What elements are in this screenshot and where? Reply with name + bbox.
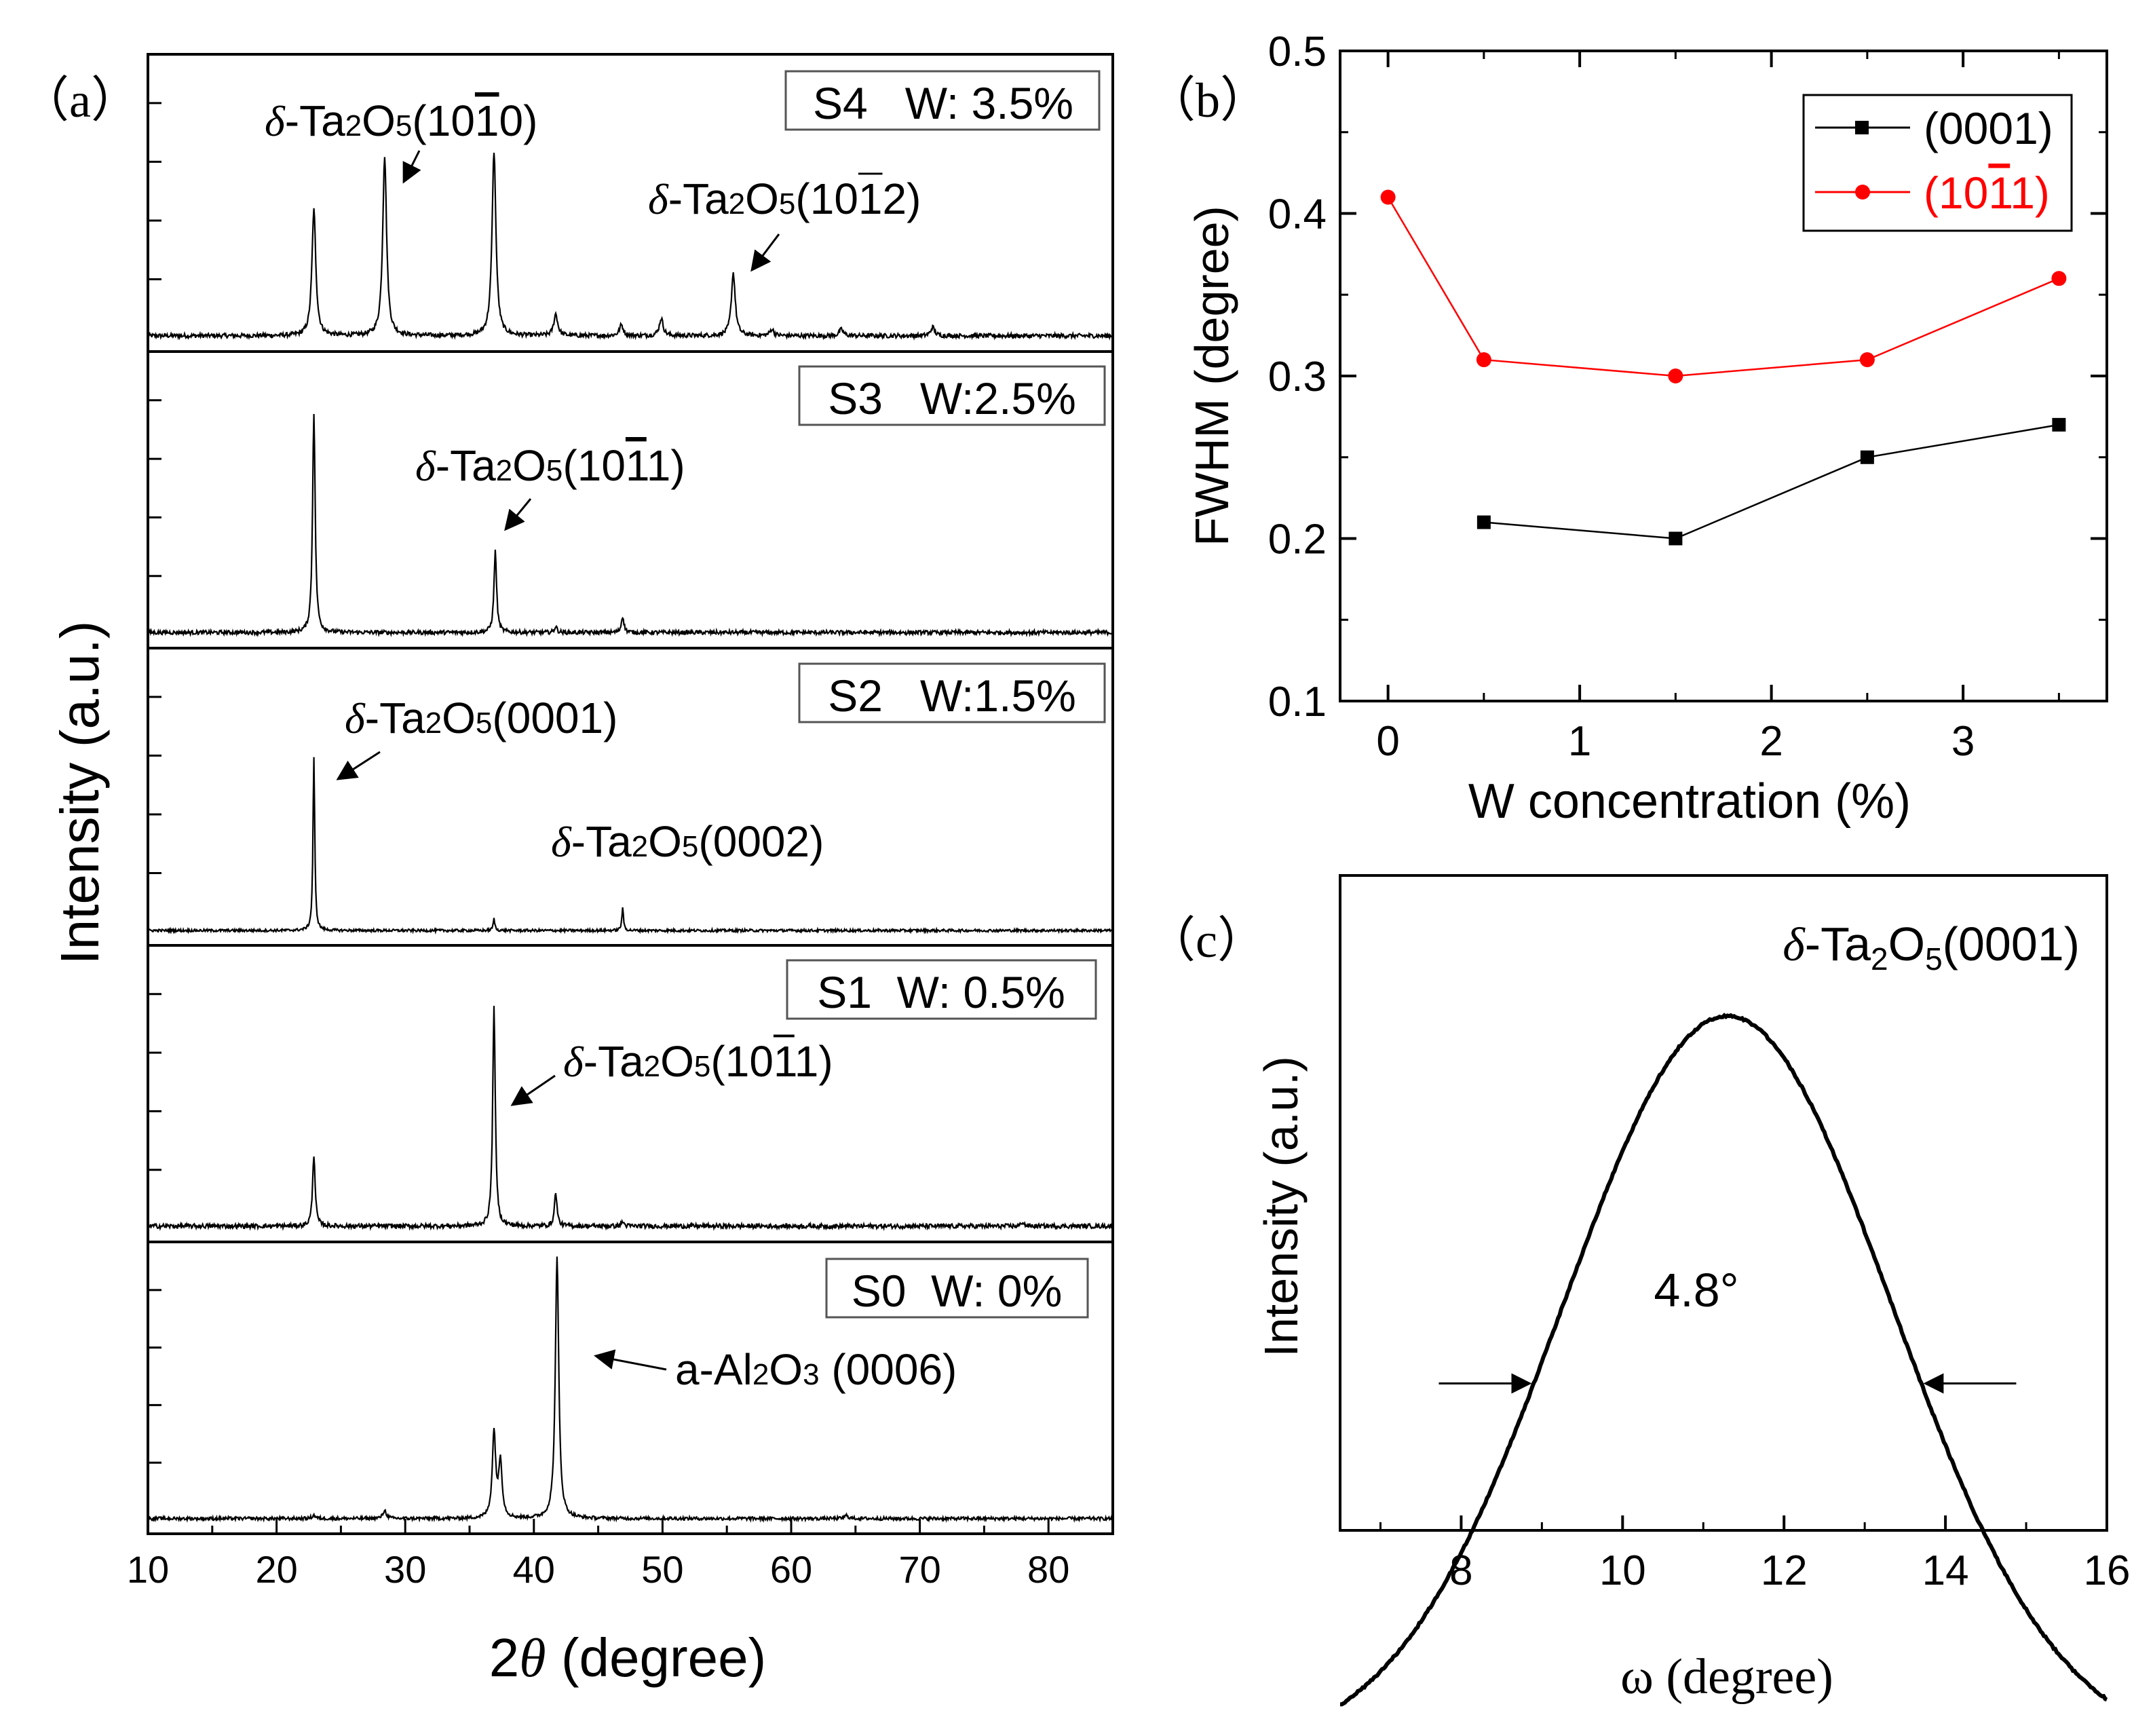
panel-a-label: （a） [20, 73, 140, 128]
panel-a-traces [147, 153, 1114, 1523]
legend-s4: S4 W: 3.5% [813, 78, 1073, 128]
panel-c-x-axis-label: ω (degree) [1620, 1649, 1833, 1705]
x-tick-label: 40 [513, 1548, 555, 1591]
panel-a-xrd-chart: （a） 10 20 30 40 50 60 70 80 S4 W: 3.5% S3 W:2.5… [20, 53, 1114, 1688]
legend-label-0001: (0001) [1924, 103, 2053, 153]
y-tick-label: 0.4 [1268, 191, 1327, 238]
legend-s3: S3 W:2.5% [828, 373, 1076, 423]
annotation-s3-1011: δ-Ta2O5(1011) [415, 441, 685, 531]
annotation-label: δ-Ta2O5(1010) [265, 96, 537, 145]
panel-c-frame [1339, 874, 2108, 1532]
panel-b-label: （b） [1147, 73, 1269, 128]
x-tick-label: 80 [1027, 1548, 1069, 1591]
panel-b-ticks: 0.1 0.2 0.3 0.4 0.5 0 1 2 3 [1268, 29, 2107, 765]
x-tick-label: 2 [1759, 718, 1783, 765]
x-tick-label: 0 [1376, 718, 1399, 765]
panel-a-x-ticks: 10 20 30 40 50 60 70 80 [127, 1519, 1114, 1591]
annotation-s2-0002: δ-Ta2O5(0002) [551, 817, 824, 866]
x-tick-label: 70 [898, 1548, 940, 1591]
legend-label-1011: (1011) [1924, 168, 2050, 218]
x-tick-label: 1 [1568, 718, 1591, 765]
data-point-1011 [1380, 189, 1396, 205]
data-point-1011 [1476, 352, 1491, 368]
x-tick-label: 50 [641, 1548, 683, 1591]
legend-box-s3: S3 W:2.5% [798, 365, 1106, 426]
x-tick-label: 10 [1599, 1547, 1646, 1594]
panel-a-frames [147, 53, 1114, 1535]
panel-c-label: （c） [1147, 913, 1266, 968]
panel-c-rocking-curve: （c） 8 10 12 14 16 4.8° δ-Ta2O5(0001) Intensi… [1147, 874, 2131, 1707]
y-tick-label: 0.2 [1268, 516, 1327, 563]
data-point-0001 [1860, 450, 1874, 464]
data-point-1011 [1668, 369, 1683, 383]
trace-s1 [147, 1006, 1114, 1232]
x-tick-label: 14 [1922, 1547, 1969, 1594]
x-tick-label: 20 [255, 1548, 297, 1591]
y-tick-label: 0.5 [1268, 29, 1327, 75]
annotation-label: a-Al2O3 (0006) [675, 1345, 957, 1394]
legend-box-s4: S4 W: 3.5% [784, 70, 1101, 131]
panel-a-x-axis-label: 2θ (degree) [489, 1627, 766, 1688]
panel-b-x-axis-label: W concentration (%) [1468, 774, 1911, 829]
trace-s3 [147, 413, 1113, 638]
legend-s2: S2 W:1.5% [828, 671, 1076, 721]
annotation-s1-1011: δ-Ta2O5(1011) [510, 1037, 833, 1106]
data-point-1011 [1859, 352, 1875, 368]
annotation-s0-al2o3: a-Al2O3 (0006) [594, 1345, 957, 1394]
legend-box-s2: S2 W:1.5% [798, 662, 1106, 723]
data-point-0001 [1476, 515, 1491, 529]
panel-c-y-axis-label: Intensity (a.u.) [1255, 1056, 1308, 1357]
panel-a-y-axis-label: Intensity (a.u.) [50, 621, 110, 965]
legend-box-s1: S1 W: 0.5% [786, 959, 1097, 1020]
legend-marker-0001 [1855, 121, 1869, 134]
panel-frame-s0 [147, 1241, 1114, 1535]
x-tick-label: 12 [1761, 1547, 1808, 1594]
data-point-1011 [2051, 271, 2067, 286]
data-point-0001 [1669, 531, 1683, 546]
legend-s0: S0 W: 0% [852, 1266, 1063, 1316]
annotation-arrow [504, 498, 532, 531]
annotation-arrow [510, 1074, 556, 1106]
panel-b-series [1380, 189, 2067, 546]
annotation-s4-1010: δ-Ta2O5(1010) [265, 96, 537, 184]
annotation-s4-1012: δ-Ta2O5(1012) [648, 174, 921, 272]
series-line-0 [1483, 423, 2059, 540]
panel-b-y-axis-label: FWHM (degree) [1185, 206, 1238, 546]
panel-c-title: δ-Ta2O5(0001) [1783, 918, 2080, 977]
legend-s1: S1 W: 0.5% [817, 967, 1065, 1017]
trace-s2 [147, 757, 1113, 935]
legend-frame [1802, 94, 2073, 232]
annotation-label: δ-Ta2O5(0001) [345, 694, 617, 742]
annotation-arrow [336, 751, 381, 780]
data-point-0001 [2052, 417, 2066, 432]
legend-marker-1011 [1855, 185, 1870, 200]
annotation-arrow [750, 233, 780, 272]
y-tick-label: 0.3 [1268, 354, 1327, 400]
panel-b-legend: (0001) (1011) [1802, 94, 2073, 232]
annotation-label: δ-Ta2O5(0002) [551, 817, 824, 866]
x-tick-label: 60 [770, 1548, 812, 1591]
x-tick-label: 16 [2084, 1547, 2131, 1594]
panel-b-fwhm-chart: （b） 0.1 0.2 0.3 0.4 0.5 0 1 2 3 (0001) (1011) FW… [1147, 29, 2108, 829]
annotation-label: δ-Ta2O5(1012) [648, 174, 921, 223]
trace-s4 [147, 153, 1113, 341]
trace-s0 [147, 1256, 1113, 1523]
x-tick-label: 3 [1951, 718, 1975, 765]
annotation-arrow [402, 150, 421, 184]
x-tick-label: 30 [384, 1548, 426, 1591]
annotation-label: δ-Ta2O5(1011) [415, 441, 685, 490]
annotation-s2-0001: δ-Ta2O5(0001) [336, 694, 617, 780]
rocking-curve-line [1339, 1013, 2108, 1707]
annotation-arrow [594, 1349, 667, 1371]
fwhm-value-label: 4.8° [1654, 1264, 1738, 1317]
y-tick-label: 0.1 [1268, 679, 1327, 725]
x-tick-label: 10 [127, 1548, 169, 1591]
legend-box-s0: S0 W: 0% [825, 1258, 1089, 1319]
annotation-label: δ-Ta2O5(1011) [563, 1037, 833, 1086]
panel-c-ticks: 8 10 12 14 16 [1379, 1515, 2131, 1594]
